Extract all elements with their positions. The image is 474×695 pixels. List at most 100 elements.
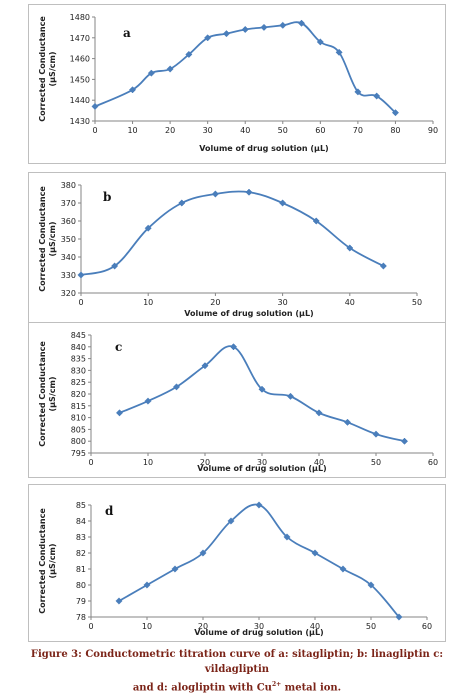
y-tick-label-a: 1450 [70, 75, 90, 84]
series-line-d [118, 503, 400, 618]
series-line-a [94, 21, 397, 114]
y-tick-label-a: 1480 [70, 13, 90, 22]
y-tick-label-b: 330 [61, 271, 76, 280]
caption-line-1: Figure 3: Conductometric titration curve… [0, 647, 474, 677]
data-point-d [199, 549, 207, 557]
data-point-a [354, 88, 362, 96]
panel-label-a: a [123, 26, 131, 40]
chart-a-svg: 1430 1440 1450 1460 1470 1480 0 10 20 30 40 50 60 70 8… [38, 13, 438, 153]
y-tick-label-c: 795 [71, 449, 86, 458]
data-point-d [171, 565, 179, 573]
x-tick-label-a: 0 [92, 126, 97, 135]
y-axis-unit-c: (µS/cm) [48, 377, 57, 412]
caption-text-1: Conductometric titration curve of a: sit… [85, 649, 444, 675]
x-tick-label-a: 80 [390, 126, 400, 135]
y-tick-label-b: 380 [61, 181, 76, 190]
x-tick-label-a: 20 [165, 126, 175, 135]
x-tick-label-d: 40 [310, 622, 320, 631]
panel-label-b: b [103, 190, 111, 204]
x-axis-title-b: Volume of drug solution (µL) [184, 309, 313, 318]
data-point-b [379, 262, 387, 270]
data-point-c [115, 409, 124, 417]
x-tick-label-a: 30 [203, 126, 213, 135]
caption-label: Figure 3: [30, 649, 82, 660]
data-point-a [335, 48, 343, 56]
data-point-a [147, 69, 155, 77]
data-point-c [201, 362, 209, 370]
series-line-c [119, 345, 405, 443]
x-tick-label-a: 70 [353, 126, 363, 135]
data-point-c [229, 343, 238, 351]
chart-panel-a: 1430 1440 1450 1460 1470 1480 0 10 20 30 40 50 60 70 8… [28, 4, 446, 164]
x-tick-label-a: 90 [428, 126, 438, 135]
y-tick-label-b: 340 [61, 253, 76, 262]
x-tick-label-a: 10 [127, 126, 137, 135]
y-tick-label-c: 810 [71, 414, 86, 423]
x-axis-title-c: Volume of drug solution (µL) [197, 464, 326, 473]
y-tick-label-c: 835 [71, 355, 86, 364]
data-point-b [111, 262, 119, 270]
data-point-a [185, 50, 193, 58]
y-axis-unit-b: (µS/cm) [48, 222, 57, 257]
y-tick-label-b: 350 [61, 235, 76, 244]
x-tick-label-d: 0 [88, 622, 93, 631]
x-tick-label-a: 60 [315, 126, 325, 135]
data-point-c [286, 392, 295, 400]
series-line-b [80, 190, 384, 276]
y-axis-title-c: Corrected Conductance [38, 341, 47, 447]
data-point-d [143, 581, 151, 589]
y-tick-label-d: 84 [76, 517, 86, 526]
caption-superscript: 2+ [271, 681, 282, 688]
y-tick-label-c: 845 [71, 331, 86, 340]
y-tick-label-c: 820 [71, 390, 86, 399]
x-axis-title-a: Volume of drug solution (µL) [199, 144, 328, 153]
y-axis-unit-d: (µS/cm) [48, 544, 57, 579]
y-tick-label-d: 82 [76, 549, 86, 558]
y-tick-label-c: 815 [71, 402, 86, 411]
data-point-b [346, 244, 354, 252]
y-tick-label-d: 85 [76, 501, 86, 510]
y-tick-label-c: 800 [71, 437, 86, 446]
y-tick-label-b: 360 [61, 217, 76, 226]
data-point-c [258, 385, 266, 393]
x-tick-label-b: 0 [78, 298, 83, 307]
data-point-a [260, 23, 268, 31]
data-point-d [283, 533, 291, 541]
data-point-a [391, 109, 399, 117]
y-tick-label-c: 825 [71, 378, 86, 387]
data-point-c [400, 437, 409, 445]
data-point-c [144, 397, 152, 405]
data-point-d [255, 501, 263, 509]
x-tick-label-d: 50 [366, 622, 376, 631]
y-tick-label-c: 805 [71, 425, 86, 434]
y-axis-title-d: Corrected Conductance [38, 508, 47, 614]
y-tick-label-d: 78 [76, 613, 86, 622]
x-tick-label-c: 40 [314, 458, 324, 467]
chart-panel-c: 795 800 805 810 815 820 825 830 835 840 845 0 10 20 30… [28, 322, 446, 478]
data-point-d [227, 517, 235, 525]
y-tick-label-d: 81 [76, 565, 86, 574]
data-point-a [373, 92, 381, 100]
data-point-a [241, 25, 249, 34]
data-point-b [279, 199, 287, 207]
y-tick-label-a: 1470 [70, 34, 90, 43]
y-tick-label-a: 1460 [70, 55, 90, 64]
y-tick-label-a: 1430 [70, 117, 90, 126]
data-point-d [367, 581, 375, 589]
data-point-c [372, 430, 380, 438]
data-point-b [77, 271, 85, 279]
x-tick-label-c: 60 [428, 458, 438, 467]
panel-label-c: c [115, 340, 122, 354]
x-tick-label-d: 60 [422, 622, 432, 631]
data-point-a [129, 86, 137, 94]
x-tick-label-c: 10 [143, 458, 153, 467]
x-tick-label-c: 50 [371, 458, 381, 467]
y-axis-title-a: Corrected Conductance [38, 16, 47, 122]
data-point-c [315, 409, 323, 417]
y-tick-label-b: 320 [61, 289, 76, 298]
panel-label-d: d [105, 504, 114, 518]
data-point-b [144, 224, 152, 232]
x-tick-label-b: 10 [143, 298, 153, 307]
data-point-d [115, 597, 123, 605]
